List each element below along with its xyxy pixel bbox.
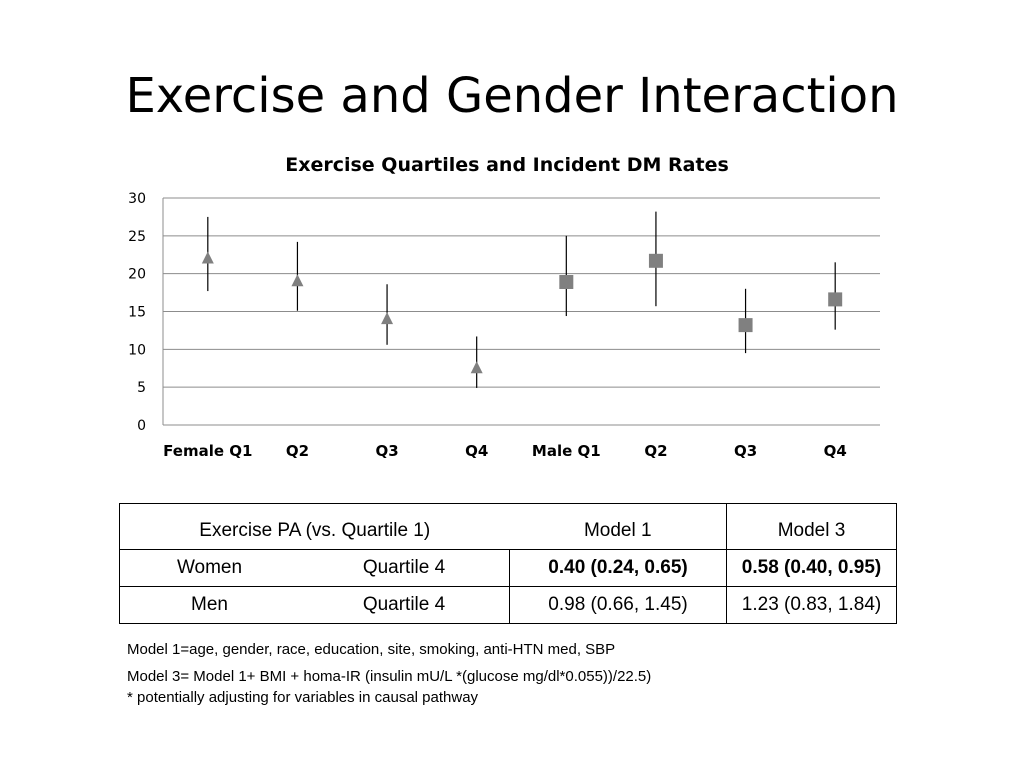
slide-title: Exercise and Gender Interaction (125, 68, 899, 124)
chart-marks (201, 211, 843, 388)
row-group-women: Women (119, 549, 299, 587)
row-model3-value: 0.58 (0.40, 0.95) (726, 549, 897, 587)
x-axis-ticks: Female Q1 Q2 Q3 Q4 Male Q1 Q2 Q3 Q4 (163, 442, 847, 460)
x-tick-label: Q2 (286, 442, 309, 460)
x-tick-label: Q2 (644, 442, 667, 460)
y-tick-label: 30 (128, 191, 146, 207)
square-point (738, 318, 753, 333)
x-tick-label: Q4 (465, 442, 488, 460)
square-point (828, 292, 843, 307)
odds-ratio-table: Exercise PA (vs. Quartile 1) Model 1 Mod… (119, 503, 897, 624)
note-model-3: Model 3= Model 1+ BMI + homa-IR (insulin… (127, 668, 652, 685)
row-model3-value: 1.23 (0.83, 1.84) (726, 586, 897, 624)
square-point (559, 274, 574, 289)
x-tick-label: Q4 (824, 442, 847, 460)
y-tick-label: 10 (128, 342, 146, 358)
header-model-3: Model 3 (726, 503, 897, 550)
note-footnote: * potentially adjusting for variables in… (127, 689, 479, 706)
row-group-men: Men (119, 586, 299, 624)
x-tick-label: Male Q1 (532, 442, 601, 460)
y-tick-label: 20 (128, 267, 146, 283)
row-model1-value: 0.98 (0.66, 1.45) (509, 586, 727, 624)
row-quartile: Quartile 4 (299, 549, 510, 587)
x-tick-label: Female Q1 (163, 442, 252, 460)
y-tick-label: 0 (137, 418, 146, 434)
square-point (648, 253, 663, 268)
x-tick-label: Q3 (734, 442, 757, 460)
y-tick-label: 5 (137, 380, 146, 396)
y-tick-label: 15 (128, 305, 146, 321)
dm-rates-chart: Exercise Quartiles and Incident DM Rates… (128, 154, 880, 460)
chart-gridlines (162, 197, 880, 426)
triangle-point (201, 251, 214, 264)
y-axis-ticks: 0 5 10 15 20 25 30 (128, 191, 146, 434)
x-tick-label: Q3 (375, 442, 398, 460)
triangle-point (381, 312, 394, 325)
triangle-point (291, 274, 304, 287)
y-tick-label: 25 (128, 229, 146, 245)
row-quartile: Quartile 4 (299, 586, 510, 624)
note-model-1: Model 1=age, gender, race, education, si… (127, 641, 616, 658)
row-model1-value: 0.40 (0.24, 0.65) (509, 549, 727, 587)
header-model-1: Model 1 (583, 519, 652, 541)
table-row: Men Quartile 4 0.98 (0.66, 1.45) 1.23 (0… (119, 586, 897, 624)
table-header-row: Exercise PA (vs. Quartile 1) Model 1 Mod… (119, 503, 897, 550)
chart-title: Exercise Quartiles and Incident DM Rates (285, 154, 729, 176)
header-exercise-pa: Exercise PA (vs. Quartile 1) (199, 519, 431, 541)
triangle-point (470, 361, 483, 374)
table-row: Women Quartile 4 0.40 (0.24, 0.65) 0.58 … (119, 549, 897, 587)
